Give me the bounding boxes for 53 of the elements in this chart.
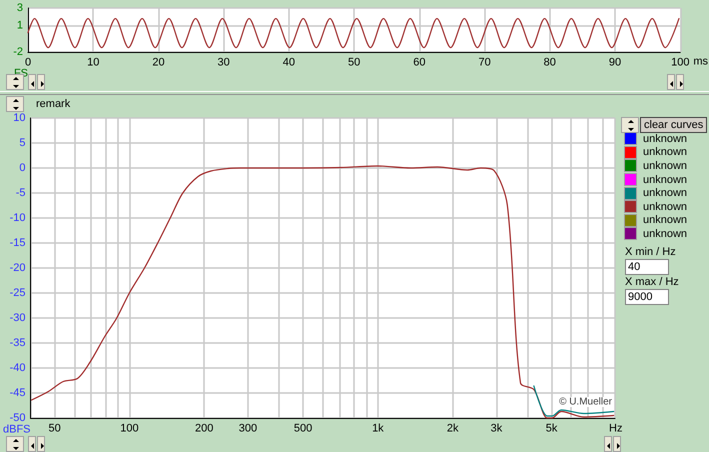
legend-label: unknown [643, 160, 688, 172]
y-tick-label: -10 [10, 212, 26, 224]
y-tick-label: -5 [16, 187, 26, 199]
x-axis-title: ms [693, 56, 708, 68]
x-tick-label: 1k [372, 422, 384, 434]
x-tick-label: 5k [546, 422, 558, 434]
y-tick-label: -30 [10, 312, 26, 324]
legend-label: unknown [643, 200, 688, 213]
y-tick-label: 0 [19, 162, 26, 174]
y-tick-label: -50 [10, 412, 26, 424]
x-tick-label: 80 [544, 56, 556, 68]
x-tick-label: 2k [446, 422, 459, 434]
x-tick-label: 20 [152, 56, 165, 68]
x-tick-label: 90 [608, 56, 622, 68]
text: 40 [625, 259, 669, 275]
x-tick-label: 30 [218, 56, 230, 68]
legend-label: unknown [643, 132, 688, 145]
x-tick-label: 300 [238, 422, 258, 434]
y-tick-label: -35 [10, 337, 26, 349]
text: X min / Hz [625, 246, 676, 258]
y-tick-label: -40 [10, 362, 26, 374]
y-tick-label: -20 [10, 262, 26, 274]
text: clear curves [640, 117, 708, 133]
x-tick-label: 40 [282, 56, 296, 68]
x-tick-label: 10 [87, 56, 100, 68]
legend-label: unknown [643, 228, 688, 240]
y-tick-label: 5 [19, 137, 26, 149]
legend-label: unknown [643, 174, 688, 186]
y-tick-label: -2 [13, 46, 23, 58]
legend-label: unknown [643, 146, 688, 158]
y-tick-label: -15 [10, 237, 26, 249]
x-tick-label: 3k [490, 422, 503, 434]
x-axis-title: Hz [609, 422, 622, 434]
x-tick-label: 100 [671, 56, 690, 68]
legend-label: unknown [643, 214, 688, 226]
x-tick-label: 70 [478, 56, 491, 68]
annotation: © U.Mueller [559, 396, 613, 408]
x-tick-label: 60 [413, 56, 426, 68]
x-tick-label: 50 [348, 56, 360, 68]
x-tick-label: 50 [48, 422, 61, 434]
text: remark [36, 98, 70, 110]
y-tick-label: -45 [10, 387, 26, 399]
legend-label: unknown [643, 187, 688, 200]
y-tick-label: 10 [13, 112, 26, 124]
text: 9000 [625, 289, 669, 305]
x-tick-label: 100 [120, 422, 139, 434]
y-axis-title: dBFS [2, 424, 31, 436]
x-tick-label: 500 [294, 422, 312, 434]
y-tick-label: -25 [10, 287, 26, 299]
text: X max / Hz [625, 276, 679, 288]
y-tick-label: 3 [16, 2, 23, 14]
x-tick-label: 200 [195, 422, 214, 434]
y-tick-label: 1 [16, 20, 23, 32]
